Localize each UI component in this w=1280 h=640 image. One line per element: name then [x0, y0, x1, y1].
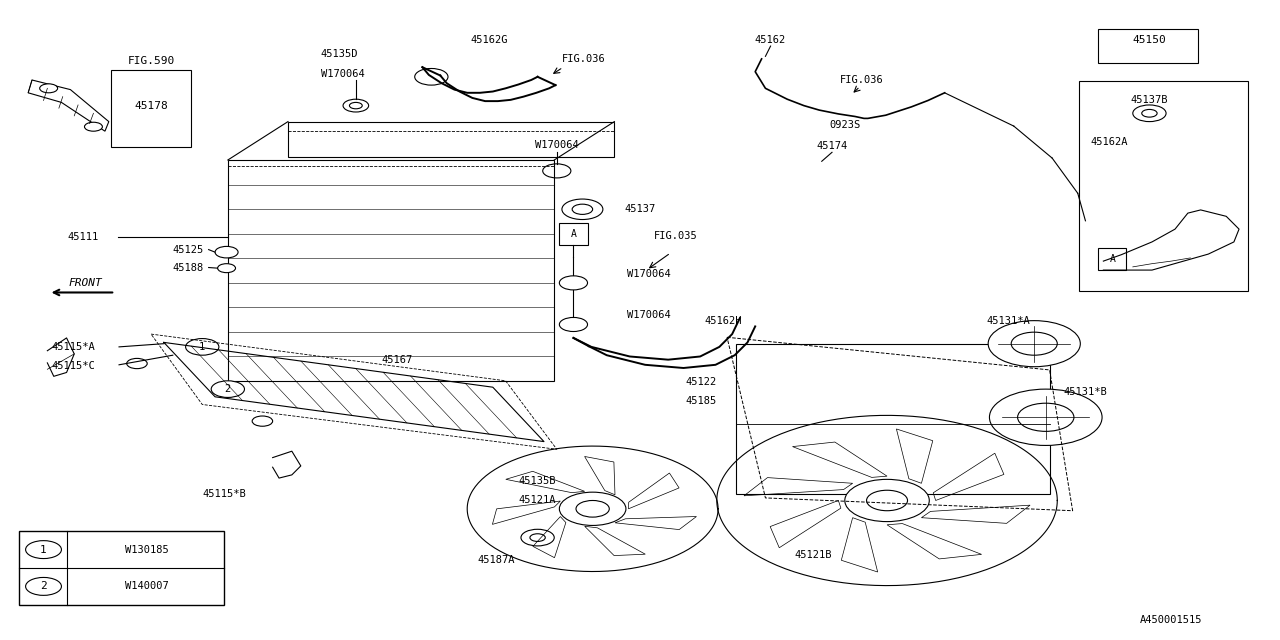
Text: 45115*C: 45115*C [51, 361, 95, 371]
Circle shape [218, 264, 236, 273]
Text: 45125: 45125 [173, 244, 204, 255]
Text: 45187A: 45187A [477, 555, 516, 565]
Text: 45162A: 45162A [1091, 137, 1128, 147]
Bar [19, 531, 224, 605]
Text: 45162: 45162 [755, 35, 786, 45]
Circle shape [26, 541, 61, 559]
Text: A: A [571, 229, 576, 239]
Bar [559, 223, 588, 245]
Text: 45121A: 45121A [518, 495, 557, 506]
Circle shape [1018, 403, 1074, 431]
Text: 45135B: 45135B [518, 476, 557, 486]
Circle shape [215, 246, 238, 258]
Text: A450001515: A450001515 [1140, 614, 1202, 625]
Bar [111, 70, 191, 147]
Text: W130185: W130185 [125, 545, 169, 555]
Circle shape [415, 68, 448, 85]
Bar [1079, 81, 1248, 291]
Text: W170064: W170064 [535, 140, 579, 150]
Bar [1098, 29, 1198, 63]
Text: 45188: 45188 [173, 262, 204, 273]
Text: FIG.590: FIG.590 [128, 56, 174, 66]
Circle shape [845, 479, 929, 522]
Circle shape [1142, 109, 1157, 117]
Bar [228, 160, 554, 381]
Text: 1: 1 [200, 342, 205, 352]
Circle shape [988, 321, 1080, 367]
Text: 45121B: 45121B [794, 550, 832, 560]
Circle shape [867, 490, 908, 511]
Text: A: A [1110, 254, 1115, 264]
Circle shape [127, 358, 147, 369]
Text: 45137: 45137 [625, 204, 655, 214]
Circle shape [576, 500, 609, 517]
Circle shape [186, 339, 219, 355]
Text: 45122: 45122 [686, 377, 717, 387]
Circle shape [252, 416, 273, 426]
Bar [736, 344, 1050, 494]
Text: W170064: W170064 [321, 68, 365, 79]
Circle shape [572, 204, 593, 214]
Text: 45167: 45167 [381, 355, 412, 365]
Circle shape [84, 122, 102, 131]
Circle shape [559, 317, 588, 332]
Circle shape [562, 199, 603, 220]
Circle shape [530, 534, 545, 541]
Circle shape [26, 577, 61, 595]
Text: W140007: W140007 [125, 581, 169, 591]
Circle shape [349, 102, 362, 109]
Text: 2: 2 [225, 384, 230, 394]
Circle shape [211, 381, 244, 397]
Text: 45135D: 45135D [320, 49, 358, 60]
Text: 0923S: 0923S [829, 120, 860, 130]
Text: FIG.036: FIG.036 [562, 54, 605, 64]
Text: 45115*A: 45115*A [51, 342, 95, 352]
Circle shape [40, 84, 58, 93]
Circle shape [559, 276, 588, 290]
Text: 45131*A: 45131*A [987, 316, 1030, 326]
Circle shape [343, 99, 369, 112]
Text: 1: 1 [40, 545, 47, 555]
Text: 45111: 45111 [68, 232, 99, 242]
Bar [1098, 248, 1126, 270]
Circle shape [521, 529, 554, 546]
Circle shape [1011, 332, 1057, 355]
Text: 2: 2 [40, 581, 47, 591]
Text: FIG.036: FIG.036 [840, 75, 883, 85]
Circle shape [559, 492, 626, 525]
Text: 45162G: 45162G [470, 35, 508, 45]
Circle shape [543, 164, 571, 178]
Text: FIG.035: FIG.035 [654, 230, 698, 241]
Circle shape [1133, 105, 1166, 122]
Text: 45115*B: 45115*B [202, 489, 246, 499]
Bar [288, 122, 614, 157]
Text: 45174: 45174 [817, 141, 847, 151]
Text: 45150: 45150 [1133, 35, 1166, 45]
Text: FRONT: FRONT [69, 278, 102, 288]
Text: 45185: 45185 [686, 396, 717, 406]
Text: 45131*B: 45131*B [1064, 387, 1107, 397]
Circle shape [989, 389, 1102, 445]
Text: W170064: W170064 [627, 310, 671, 320]
Text: 45162H: 45162H [704, 316, 742, 326]
Text: 45178: 45178 [134, 100, 168, 111]
Text: W170064: W170064 [627, 269, 671, 279]
Text: 45137B: 45137B [1130, 95, 1169, 106]
